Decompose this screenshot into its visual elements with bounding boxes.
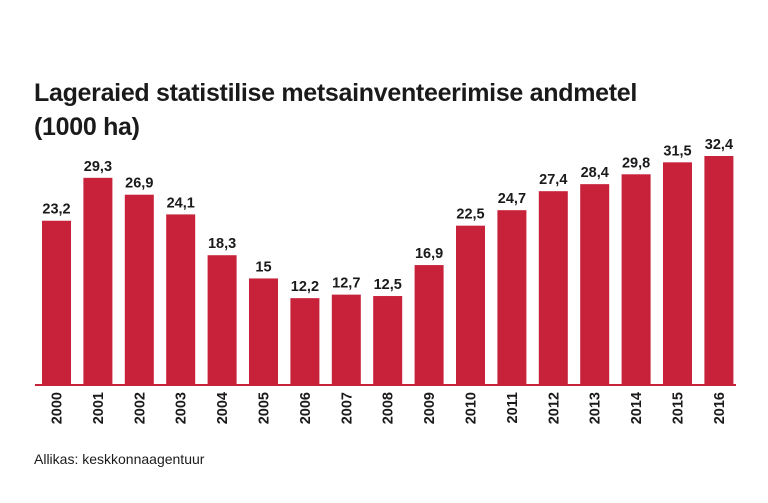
bar-2010 (456, 225, 485, 384)
bar-2004 (207, 255, 237, 384)
bar-2014 (621, 174, 651, 384)
chart-title-line1: Lageraied statistilise metsainventeerimi… (34, 79, 638, 107)
value-label-2015: 31,5 (663, 143, 691, 159)
bar-2009 (414, 265, 444, 384)
value-label-2010: 22,5 (456, 207, 484, 223)
category-label-2010: 2010 (464, 392, 480, 424)
value-label-2009: 16,9 (415, 246, 443, 262)
chart-title: Lageraied statistilise metsainventeerimi… (34, 76, 637, 144)
value-label-2011: 24,7 (498, 191, 526, 207)
category-label-2011: 2011 (505, 392, 521, 423)
category-label-2001: 2001 (91, 392, 107, 424)
value-label-2014: 29,8 (622, 155, 650, 171)
category-label-2002: 2002 (132, 392, 148, 424)
bar-2005 (249, 278, 278, 384)
bar-2002 (124, 194, 154, 384)
bar-2007 (331, 294, 361, 384)
value-label-2003: 24,1 (167, 195, 195, 211)
bar-2016 (704, 156, 734, 384)
bar-2006 (290, 298, 320, 384)
category-label-2004: 2004 (215, 392, 231, 424)
value-label-2000: 23,2 (42, 202, 70, 218)
bar-2015 (663, 162, 692, 384)
source-note: Allikas: keskkonnaagentuur (34, 451, 205, 467)
value-label-2001: 29,3 (84, 159, 112, 175)
category-label-2000: 2000 (50, 392, 66, 424)
chart-title-line2: (1000 ha) (34, 113, 140, 141)
value-label-2012: 27,4 (539, 172, 567, 188)
category-label-2016: 2016 (712, 392, 728, 424)
value-label-2005: 15 (255, 259, 271, 275)
category-label-2013: 2013 (588, 392, 604, 424)
category-label-2008: 2008 (381, 392, 397, 424)
category-label-2007: 2007 (339, 392, 355, 424)
bar-2000 (42, 220, 71, 384)
bar-2003 (166, 214, 196, 384)
value-label-2002: 26,9 (125, 176, 153, 192)
value-label-2004: 18,3 (208, 236, 236, 252)
category-label-2005: 2005 (257, 392, 273, 424)
value-label-2013: 28,4 (581, 165, 609, 181)
bar-2011 (497, 210, 527, 384)
bar-2008 (373, 296, 403, 384)
category-label-2015: 2015 (671, 392, 687, 424)
bar-2001 (83, 177, 113, 384)
category-label-2014: 2014 (629, 392, 645, 424)
category-label-2003: 2003 (174, 392, 190, 424)
category-label-2009: 2009 (422, 392, 438, 424)
bar-2012 (538, 191, 568, 384)
value-label-2016: 32,4 (705, 137, 733, 153)
bar-2013 (580, 184, 610, 384)
value-label-2006: 12,2 (291, 279, 319, 295)
category-label-2006: 2006 (298, 392, 314, 424)
category-label-2012: 2012 (546, 392, 562, 424)
value-label-2007: 12,7 (332, 276, 360, 292)
value-label-2008: 12,5 (374, 277, 402, 293)
